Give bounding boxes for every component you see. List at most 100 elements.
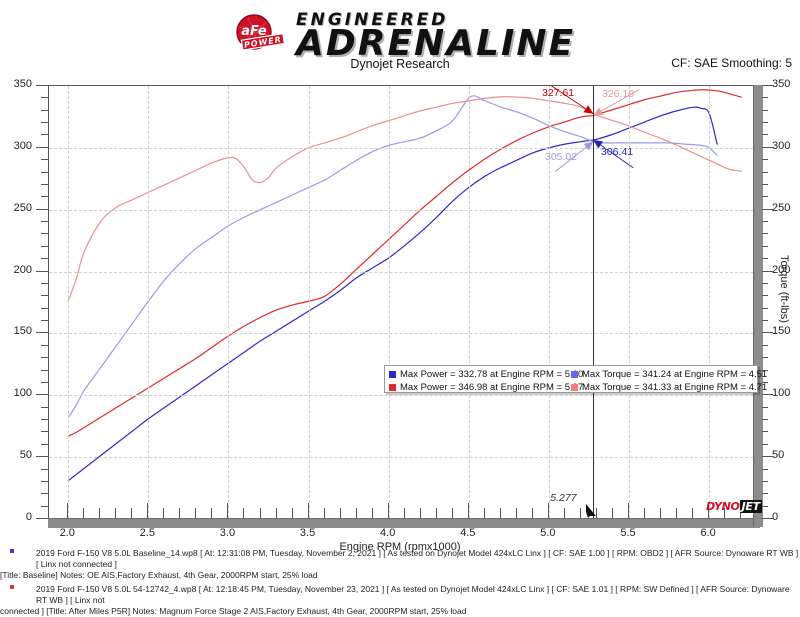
- gridline-vertical: [148, 86, 150, 518]
- y-tick-left: [41, 97, 48, 99]
- y-axis-right-title: Torque (ft-lbs): [778, 255, 790, 323]
- gridline-vertical: [388, 86, 390, 518]
- legend-swatch-blue-torque: [571, 370, 578, 378]
- legend-row: Max Power = 346.98 at Engine RPM = 5.97 …: [389, 381, 767, 393]
- y-label-left: 300: [13, 139, 32, 152]
- y-tick-right: [762, 344, 768, 346]
- curve-after-torque: [67, 96, 742, 302]
- gridline-horizontal: [49, 395, 753, 397]
- x-tick: [259, 508, 261, 518]
- y-axis-right-bar: [753, 85, 763, 527]
- y-tick-left: [41, 505, 48, 507]
- y-label-right: 0: [772, 511, 779, 523]
- dynojet-logo-part1: DYNO: [706, 500, 740, 513]
- y-tick-right: [762, 505, 768, 507]
- legend-label: Max Torque = 341.33 at Engine RPM = 4.71: [582, 381, 768, 393]
- y-tick-right: [762, 369, 768, 371]
- curve-after-power: [67, 89, 742, 437]
- y-tick-right: [762, 159, 768, 161]
- y-tick-right: [762, 456, 773, 458]
- x-tick: [195, 508, 197, 518]
- y-tick-right: [762, 196, 768, 198]
- cursor-line[interactable]: [593, 86, 595, 519]
- annotation-arrowhead: [593, 139, 604, 149]
- x-tick: [563, 508, 565, 518]
- x-label: 6.0: [700, 527, 716, 539]
- x-label: 2.0: [59, 527, 75, 539]
- y-tick-left: [41, 245, 48, 247]
- x-label: 3.0: [219, 527, 236, 539]
- footnote-line: 2019 Ford F-150 V8 5.0L Baseline_14.wp8 …: [36, 548, 799, 569]
- y-tick-right: [762, 518, 773, 519]
- gridline-vertical: [308, 86, 310, 518]
- y-tick-left: [41, 344, 48, 346]
- y-tick-right: [762, 208, 773, 210]
- x-tick: [579, 508, 581, 518]
- y-tick-right: [762, 443, 768, 445]
- x-tick: [227, 503, 229, 518]
- x-tick: [355, 508, 357, 518]
- chart-plot-area[interactable]: [48, 85, 753, 520]
- y-tick-left: [41, 357, 48, 359]
- y-tick-left: [41, 320, 48, 322]
- y-label-left: 0: [25, 511, 32, 523]
- y-tick-right: [762, 97, 768, 99]
- legend-item: Max Torque = 341.24 at Engine RPM = 4.51: [571, 369, 767, 380]
- y-tick-right: [762, 122, 768, 124]
- x-tick: [435, 508, 437, 518]
- gridline-horizontal: [49, 209, 753, 211]
- y-tick-left: [36, 332, 48, 334]
- footnote-bullet-icon: [10, 585, 14, 589]
- y-tick-left: [41, 381, 48, 383]
- x-tick: [531, 508, 533, 518]
- x-tick: [323, 508, 325, 518]
- x-tick: [243, 508, 245, 518]
- y-tick-right: [762, 221, 768, 223]
- x-tick: [515, 508, 517, 518]
- engineered-text: ENGINEERED: [296, 10, 449, 30]
- x-tick: [371, 508, 373, 518]
- x-tick: [708, 503, 710, 518]
- legend-item: Max Power = 332.78 at Engine RPM = 5.90: [389, 369, 583, 380]
- y-tick-left: [41, 221, 48, 223]
- x-label: 5.5: [620, 527, 636, 539]
- y-tick-left: [41, 122, 48, 124]
- y-tick-right: [762, 394, 773, 396]
- legend-swatch-red-power: [389, 383, 396, 391]
- x-tick: [99, 508, 101, 518]
- x-tick: [660, 508, 662, 518]
- curve-baseline-power: [67, 106, 718, 482]
- cursor-axis-marker[interactable]: [586, 504, 598, 518]
- footnote-line: 2019 Ford F-150 V8 5.0L 54-12742_4.wp8 […: [36, 584, 790, 605]
- adrenaline-text: ADRENALINE: [296, 23, 576, 64]
- y-tick-left: [41, 258, 48, 260]
- y-tick-right: [762, 171, 768, 173]
- dynojet-logo: DYNO JET: [706, 500, 762, 513]
- y-label-right: 100: [772, 387, 791, 400]
- x-tick: [147, 503, 149, 518]
- chart-legend[interactable]: Max Power = 332.78 at Engine RPM = 5.90 …: [384, 365, 767, 393]
- annotation-baseline-torque: 305.02: [545, 151, 578, 163]
- footnote-line: [Title: Baseline] Notes: OE AIS,Factory …: [0, 570, 318, 580]
- legend-swatch-blue-power: [389, 370, 396, 378]
- y-tick-left: [41, 183, 48, 185]
- legend-label: Max Torque = 341.24 at Engine RPM = 4.51: [582, 368, 768, 380]
- x-tick: [291, 508, 293, 518]
- annotation-after-torque: 327.61: [542, 87, 575, 99]
- x-label: 2.5: [139, 527, 155, 539]
- y-tick-left: [36, 394, 48, 396]
- y-label-right: 50: [772, 449, 785, 462]
- y-tick-right: [762, 480, 768, 482]
- legend-row: Max Power = 332.78 at Engine RPM = 5.90 …: [389, 368, 767, 380]
- annotation-after-power: 326.10: [602, 88, 635, 100]
- y-tick-right: [762, 419, 768, 421]
- y-tick-left: [41, 431, 48, 433]
- y-tick-right: [762, 332, 773, 334]
- x-tick: [115, 508, 117, 518]
- gridline-horizontal: [49, 271, 753, 273]
- gridline-horizontal: [49, 147, 753, 149]
- cursor-value-label: 5.277: [550, 492, 577, 504]
- cf-smoothing-label: CF: SAE Smoothing: 5: [671, 56, 792, 70]
- x-tick: [676, 508, 678, 518]
- x-tick: [211, 508, 213, 518]
